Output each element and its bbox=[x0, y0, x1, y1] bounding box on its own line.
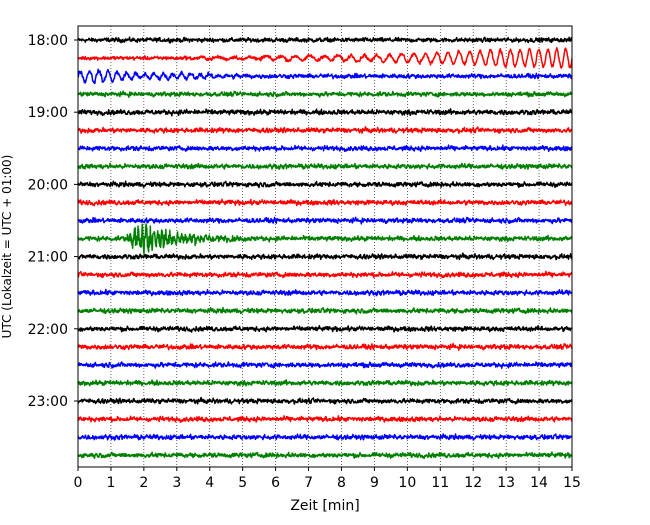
x-tick-label: 3 bbox=[172, 475, 181, 491]
x-tick-label: 15 bbox=[563, 475, 581, 491]
trace-line-1845 bbox=[77, 90, 573, 98]
x-tick-label: 11 bbox=[431, 475, 449, 491]
trace-line-1800 bbox=[77, 36, 573, 44]
trace-line-2015 bbox=[77, 198, 573, 207]
x-tick-label: 12 bbox=[464, 475, 482, 491]
y-tick-label: 22:00 bbox=[28, 322, 68, 338]
y-tick-label: 21:00 bbox=[28, 250, 68, 266]
x-tick-label: 7 bbox=[304, 475, 313, 491]
x-tick-label: 0 bbox=[74, 475, 83, 491]
plot-frame bbox=[77, 25, 573, 468]
x-tick-label: 1 bbox=[106, 475, 115, 491]
trace-line-2130 bbox=[77, 288, 573, 297]
trace-line-2230 bbox=[77, 361, 573, 369]
x-axis-label: Zeit [min] bbox=[290, 498, 359, 514]
trace-line-1915 bbox=[77, 126, 573, 134]
trace-line-2200 bbox=[77, 324, 573, 333]
x-tick-label: 9 bbox=[370, 475, 379, 491]
trace-line-2030 bbox=[77, 216, 573, 225]
y-tick-label: 20:00 bbox=[28, 177, 68, 193]
y-tick-label: 23:00 bbox=[28, 394, 68, 410]
trace-line-2215 bbox=[77, 342, 573, 351]
trace-line-1900 bbox=[77, 108, 573, 117]
y-axis-label: UTC (Lokalzeit = UTC + 01:00) bbox=[0, 155, 14, 339]
trace-line-2345 bbox=[77, 451, 573, 460]
trace-line-1930 bbox=[77, 144, 573, 153]
x-ticks: 0 1 2 3 4 5 6 7 8 9 10 11 12 13 14 15 bbox=[74, 467, 581, 491]
trace-line-1945 bbox=[77, 162, 573, 171]
x-tick-label: 13 bbox=[497, 475, 515, 491]
x-tick-label: 8 bbox=[337, 475, 346, 491]
trace-line-2245 bbox=[77, 379, 573, 387]
x-tick-label: 4 bbox=[205, 475, 214, 491]
trace-line-1815 bbox=[77, 47, 573, 69]
trace-line-2115 bbox=[77, 270, 573, 279]
trace-line-2045 bbox=[77, 223, 573, 255]
trace-line-2300 bbox=[77, 396, 573, 405]
trace-line-2145 bbox=[77, 306, 573, 315]
trace-line-1830 bbox=[77, 68, 573, 85]
x-tick-label: 6 bbox=[271, 475, 280, 491]
y-tick-label: 18:00 bbox=[28, 33, 68, 49]
y-ticks: 18:00 19:00 20:00 21:00 22:00 23:00 bbox=[28, 33, 78, 410]
trace-line-2000 bbox=[77, 180, 573, 189]
x-tick-label: 5 bbox=[238, 475, 247, 491]
x-tick-label: 2 bbox=[139, 475, 148, 491]
trace-layer bbox=[77, 36, 573, 460]
trace-line-2330 bbox=[77, 433, 573, 441]
y-tick-label: 19:00 bbox=[28, 105, 68, 121]
x-tick-label: 10 bbox=[398, 475, 416, 491]
trace-line-2100 bbox=[77, 252, 573, 261]
x-tick-label: 14 bbox=[530, 475, 548, 491]
trace-line-2315 bbox=[77, 415, 573, 423]
